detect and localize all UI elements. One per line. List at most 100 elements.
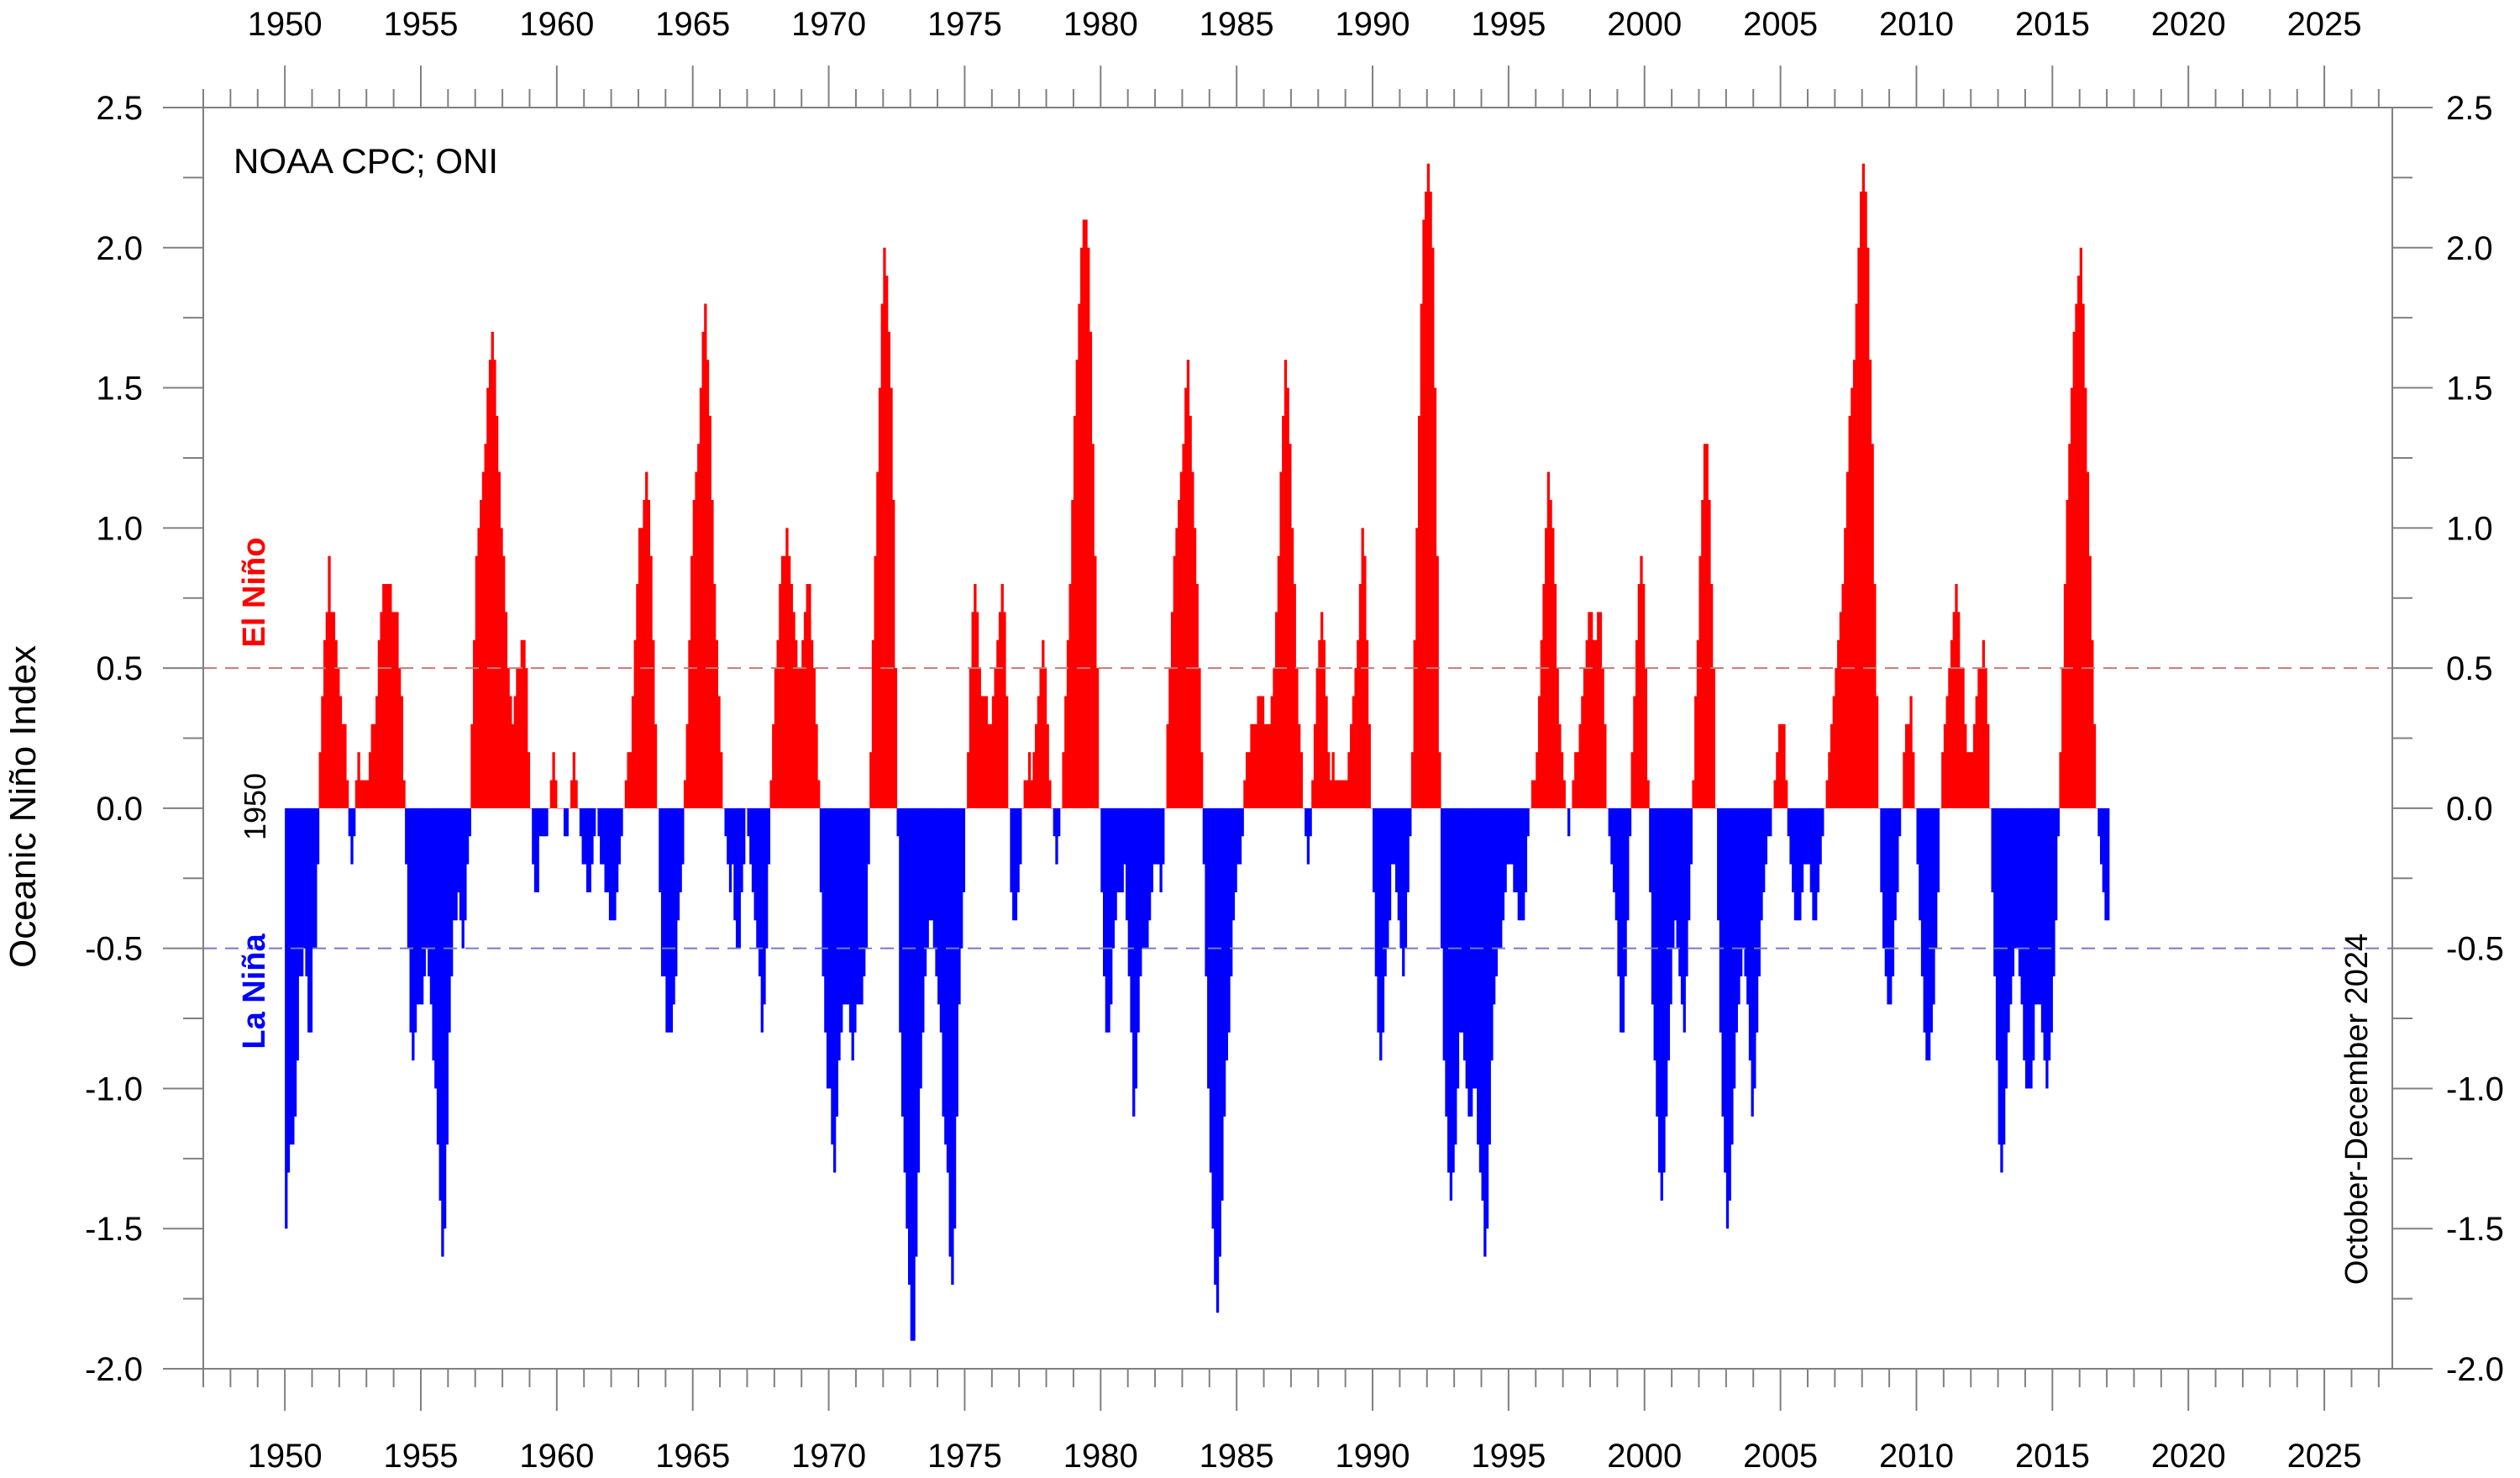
oni-bar bbox=[581, 807, 585, 865]
oni-bar bbox=[1082, 219, 1086, 808]
oni-bar bbox=[1388, 807, 1392, 921]
oni-bar bbox=[1336, 780, 1340, 808]
y-axis-title: Oceanic Niño Index bbox=[3, 645, 44, 968]
oni-bar bbox=[763, 807, 766, 1005]
oni-bar bbox=[1205, 807, 1208, 977]
oni-bar bbox=[1289, 444, 1292, 808]
oni-bar bbox=[334, 639, 338, 808]
oni-bar bbox=[848, 807, 853, 1033]
oni-bar bbox=[1889, 807, 1893, 1005]
oni-bar bbox=[364, 780, 367, 808]
oni-bar bbox=[942, 807, 945, 1117]
oni-bar bbox=[568, 807, 571, 809]
oni-bar bbox=[1828, 752, 1831, 808]
oni-bar bbox=[525, 668, 528, 808]
oni-bar bbox=[1191, 471, 1194, 808]
oni-bar bbox=[375, 696, 379, 808]
oni-bar bbox=[815, 723, 818, 808]
oni-bar bbox=[1601, 668, 1604, 808]
oni-bar bbox=[951, 807, 954, 1285]
oni-bar bbox=[350, 807, 354, 865]
oni-bar bbox=[994, 668, 997, 808]
oni-bar bbox=[767, 807, 771, 865]
oni-bar bbox=[1306, 807, 1310, 865]
oni-bar bbox=[1898, 807, 1902, 837]
oni-bar bbox=[822, 807, 825, 977]
oni-bar bbox=[1488, 807, 1491, 1145]
oni-bar bbox=[2056, 807, 2061, 837]
oni-bar bbox=[1916, 807, 1919, 865]
oni-bar bbox=[289, 807, 292, 1145]
oni-bar bbox=[1780, 723, 1783, 808]
oni-bar bbox=[740, 807, 743, 892]
oni-bar bbox=[883, 247, 886, 808]
oni-bar bbox=[803, 612, 807, 808]
oni-bar bbox=[1567, 807, 1571, 837]
x-tick-label-top: 2025 bbox=[2287, 6, 2362, 43]
oni-bar bbox=[785, 528, 789, 808]
oni-bar bbox=[1084, 219, 1088, 808]
oni-bar bbox=[660, 807, 664, 977]
oni-bar bbox=[1578, 723, 1582, 808]
oni-bar bbox=[2079, 247, 2083, 808]
oni-bar bbox=[1767, 807, 1770, 837]
oni-bar bbox=[1642, 584, 1646, 808]
oni-bar bbox=[1649, 807, 1652, 892]
oni-bar bbox=[330, 612, 333, 808]
y-tick-label-left: -1.0 bbox=[85, 1070, 143, 1107]
oni-bar bbox=[443, 807, 447, 1229]
oni-bar bbox=[1026, 780, 1029, 808]
oni-bar bbox=[1478, 807, 1483, 1173]
oni-bar bbox=[496, 415, 499, 808]
oni-bar bbox=[1134, 807, 1138, 1089]
oni-bar bbox=[1860, 192, 1863, 808]
oni-bar bbox=[2070, 387, 2074, 808]
oni-bar bbox=[481, 471, 486, 808]
oni-bar bbox=[1395, 807, 1399, 892]
oni-bar bbox=[384, 584, 388, 808]
oni-bar bbox=[1449, 807, 1453, 1201]
oni-bar bbox=[695, 471, 698, 808]
oni-bar bbox=[1386, 807, 1389, 949]
oni-bar bbox=[735, 807, 739, 949]
oni-bar bbox=[887, 331, 891, 808]
oni-bar bbox=[533, 807, 538, 892]
oni-bar bbox=[1141, 807, 1145, 949]
oni-bar bbox=[1130, 807, 1133, 1033]
x-tick-label-top: 1955 bbox=[383, 6, 458, 43]
oni-bar bbox=[939, 807, 943, 1033]
oni-bar bbox=[432, 807, 435, 1061]
oni-bar bbox=[659, 807, 662, 892]
oni-bar bbox=[1331, 752, 1335, 808]
oni-bar bbox=[1740, 807, 1743, 977]
oni-bar bbox=[1043, 668, 1047, 808]
oni-bar bbox=[1132, 807, 1136, 1117]
oni-bar bbox=[1379, 807, 1383, 1061]
oni-bar bbox=[1995, 807, 1999, 1061]
oni-bar bbox=[1068, 584, 1072, 808]
oni-bar bbox=[1030, 780, 1033, 808]
oni-bar bbox=[858, 807, 861, 1005]
oni-bar bbox=[2018, 807, 2022, 977]
oni-bar bbox=[647, 499, 651, 808]
oni-bar bbox=[393, 612, 396, 808]
oni-bar bbox=[801, 639, 805, 808]
oni-bar bbox=[817, 780, 821, 808]
oni-bar bbox=[1839, 612, 1843, 808]
oni-bar bbox=[608, 807, 612, 921]
x-tick-label-top: 1990 bbox=[1336, 6, 1410, 43]
oni-bar bbox=[1409, 807, 1412, 837]
oni-bar bbox=[1943, 723, 1947, 808]
oni-bar bbox=[1313, 723, 1317, 808]
oni-bar bbox=[470, 723, 474, 808]
bars-group bbox=[285, 163, 2110, 1341]
oni-bar bbox=[1594, 639, 1598, 808]
y-tick-label-right: -1.5 bbox=[2446, 1211, 2504, 1248]
oni-bar bbox=[1696, 639, 1700, 808]
oni-bar bbox=[337, 668, 340, 808]
oni-bar bbox=[912, 807, 916, 1341]
oni-bar bbox=[1436, 555, 1439, 808]
oni-bar bbox=[808, 584, 811, 808]
oni-bar bbox=[779, 584, 782, 808]
oni-bar bbox=[1390, 807, 1394, 865]
